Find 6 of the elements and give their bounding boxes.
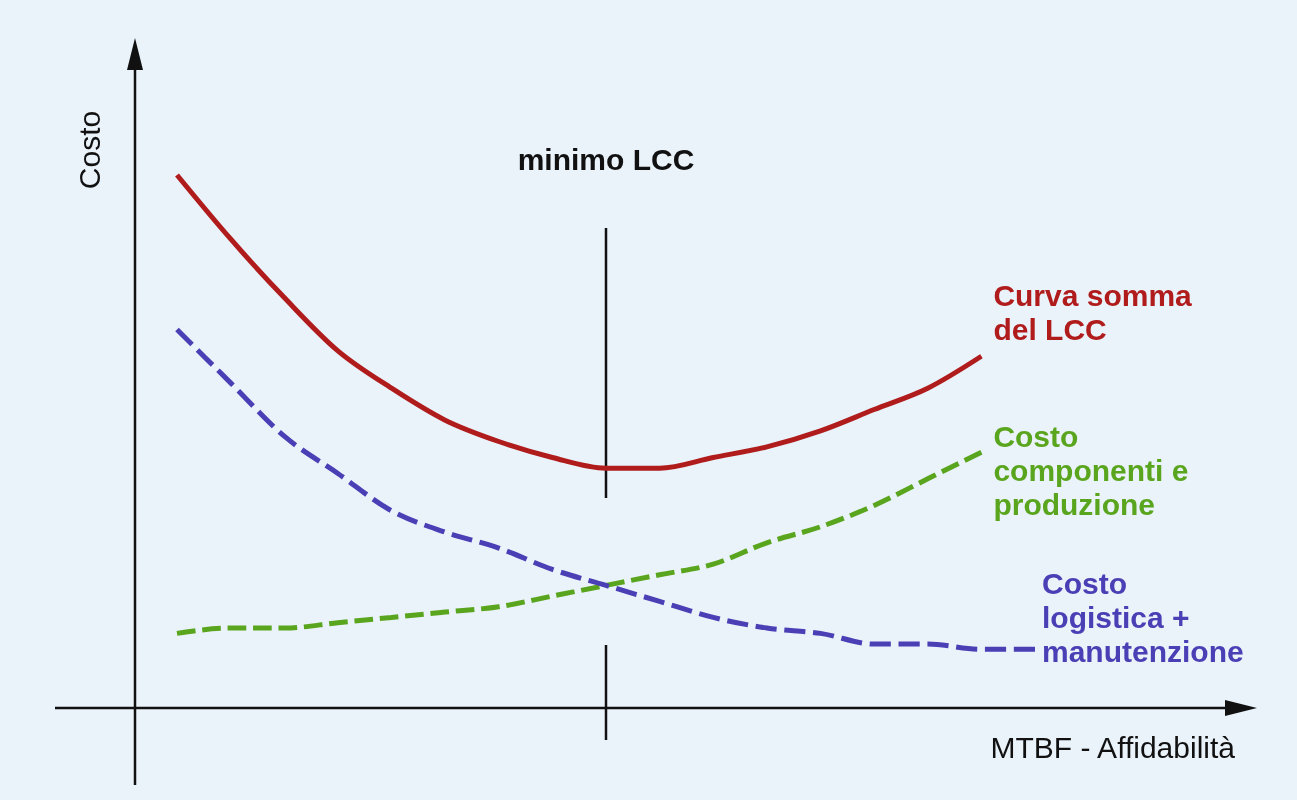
x-axis-title: MTBF - Affidabilità: [990, 731, 1236, 764]
series-label: Curva somma del LCC: [993, 279, 1193, 347]
series-label: Costo componenti e produzione: [993, 420, 1189, 522]
annotation: minimo LCC: [517, 143, 695, 176]
y-axis-title: Costo: [73, 110, 106, 190]
series-label: Costo logistica + manutenzione: [1042, 567, 1244, 669]
